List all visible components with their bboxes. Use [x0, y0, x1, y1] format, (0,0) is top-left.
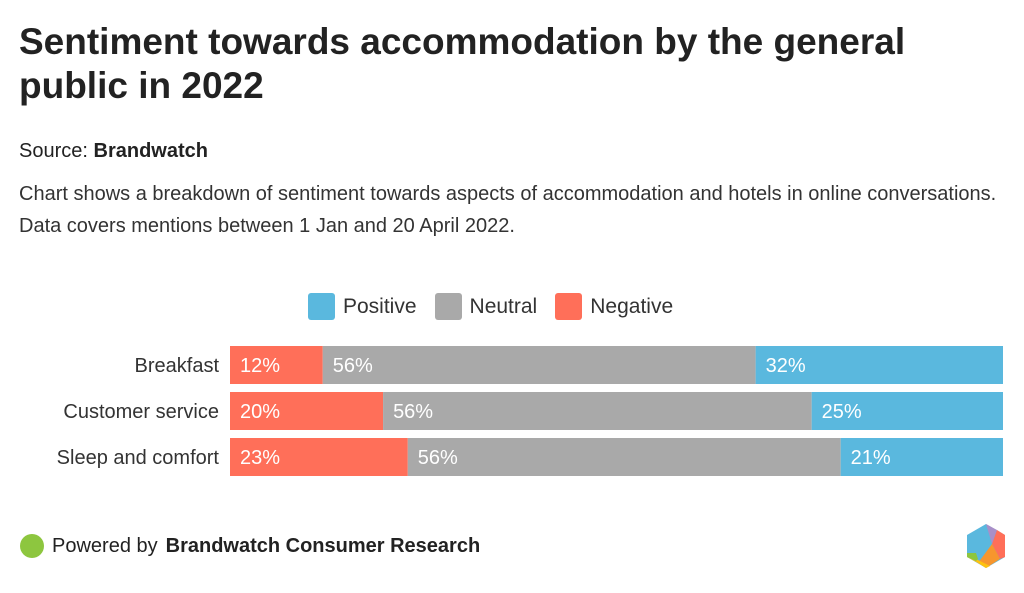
- footer: Powered by Brandwatch Consumer Research: [20, 534, 480, 558]
- bar-negative: [230, 346, 323, 384]
- legend-swatch: [555, 293, 583, 320]
- data-label: 56%: [418, 447, 458, 469]
- legend-item-positive: Positive: [308, 293, 417, 320]
- data-label: 12%: [240, 355, 280, 377]
- footer-prefix: Powered by: [52, 534, 158, 557]
- legend-label: Neutral: [469, 294, 538, 318]
- brand-dot-icon: [20, 534, 44, 558]
- bar-positive: [755, 346, 1003, 384]
- brandwatch-logo-icon: [967, 524, 1005, 568]
- bar-chart: Breakfast 12% 56% 32% Customer service 20% 56%…: [57, 346, 1003, 476]
- legend-item-neutral: Neutral: [434, 293, 538, 320]
- data-label: 21%: [851, 447, 891, 469]
- chart-description: Chart shows a breakdown of sentiment tow…: [19, 183, 997, 237]
- legend-label: Negative: [590, 294, 674, 318]
- legend: Positive Neutral Negative: [308, 293, 673, 320]
- bar-neutral: [407, 438, 841, 476]
- legend-item-negative: Negative: [555, 293, 673, 320]
- legend-swatch: [308, 293, 335, 320]
- data-label: 56%: [333, 355, 373, 377]
- data-label: 25%: [822, 401, 862, 423]
- category-label: Customer service: [63, 401, 219, 423]
- data-label: 23%: [240, 447, 280, 469]
- chart-title: Sentiment towards accommodation by the g…: [19, 21, 906, 106]
- category-label: Sleep and comfort: [57, 447, 220, 469]
- bar-neutral: [383, 392, 812, 430]
- bar-negative: [230, 392, 384, 430]
- bar-positive: [811, 392, 1003, 430]
- source: Source: Brandwatch: [19, 140, 208, 163]
- bar-neutral: [322, 346, 756, 384]
- footer-brand: Brandwatch Consumer Research: [165, 534, 481, 557]
- legend-swatch: [434, 293, 462, 320]
- source-name: Brandwatch: [93, 140, 208, 162]
- legend-label: Positive: [343, 294, 417, 318]
- source-label: Source:: [19, 140, 88, 162]
- data-label: 20%: [240, 401, 280, 423]
- category-label: Breakfast: [135, 355, 220, 377]
- bar-positive: [840, 438, 1003, 476]
- data-label: 56%: [393, 401, 433, 423]
- data-label: 32%: [766, 355, 806, 377]
- bar-negative: [230, 438, 408, 476]
